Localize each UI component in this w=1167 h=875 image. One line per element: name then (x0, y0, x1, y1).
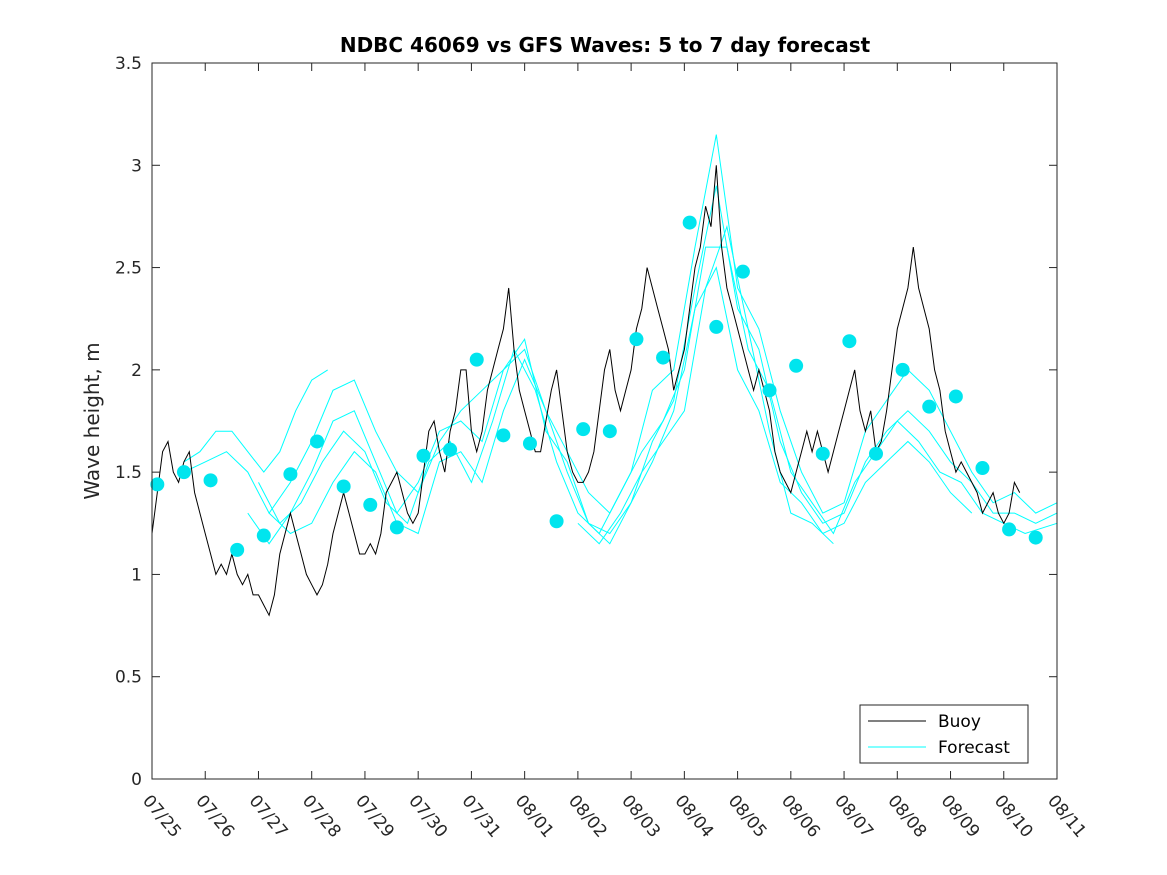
forecast-marker (150, 477, 165, 492)
buoy-series-line (151, 165, 1021, 617)
forecast-series-line (183, 369, 328, 473)
forecast-marker (709, 319, 724, 334)
legend: Buoy Forecast (859, 704, 1029, 764)
forecast-marker (363, 497, 378, 512)
y-tick-label: 3.5 (115, 54, 142, 74)
forecast-marker (1028, 530, 1043, 545)
forecast-marker (256, 528, 271, 543)
forecast-series-line (247, 185, 1058, 545)
forecast-marker (789, 358, 804, 373)
forecast-marker (629, 332, 644, 347)
chart-title: NDBC 46069 vs GFS Waves: 5 to 7 day fore… (340, 33, 871, 57)
forecast-marker (815, 446, 830, 461)
y-tick-label: 1.5 (115, 463, 142, 483)
forecast-marker (1002, 522, 1017, 537)
plot-frame (151, 62, 1058, 780)
forecast-marker (895, 362, 910, 377)
forecast-marker (762, 383, 777, 398)
forecast-marker (922, 399, 937, 414)
forecast-series-line (577, 224, 834, 545)
forecast-marker (869, 446, 883, 461)
forecast-marker (735, 264, 750, 279)
legend-box (859, 704, 1029, 764)
forecast-marker (549, 514, 564, 529)
marker-layer (150, 215, 1043, 557)
forecast-marker (443, 442, 458, 457)
forecast-marker (522, 436, 537, 451)
forecast-series-line (268, 266, 973, 535)
forecast-marker (842, 334, 857, 349)
y-tick-label: 2 (131, 361, 142, 381)
forecast-marker (283, 467, 298, 482)
y-tick-label: 0.5 (115, 668, 142, 688)
forecast-marker (656, 350, 671, 365)
forecast-marker (469, 352, 484, 367)
forecast-marker (975, 461, 990, 476)
y-axis-label: Wave height, m (80, 342, 104, 499)
series-layer (151, 134, 1058, 617)
y-tick-label: 2.5 (115, 259, 142, 279)
plot-frame-fill (152, 63, 1057, 779)
forecast-marker (496, 428, 511, 443)
forecast-marker (416, 448, 431, 463)
y-tick-label: 3 (131, 156, 142, 176)
forecast-marker (576, 422, 591, 437)
forecast-marker (310, 434, 325, 449)
forecast-marker (389, 520, 404, 535)
y-tick-label: 0 (131, 770, 142, 790)
forecast-marker (176, 465, 191, 480)
forecast-marker (602, 424, 617, 439)
forecast-marker (203, 473, 218, 488)
legend-buoy-label: Buoy (938, 712, 981, 732)
legend-forecast-label: Forecast (938, 738, 1010, 758)
y-tick-label: 1 (131, 565, 142, 585)
forecast-marker (948, 389, 963, 404)
forecast-marker (682, 215, 697, 230)
forecast-marker (336, 479, 351, 494)
y-ticks: 0 0.5 1 1.5 2 2.5 3 3.5 (115, 54, 1057, 790)
forecast-marker (230, 542, 245, 557)
